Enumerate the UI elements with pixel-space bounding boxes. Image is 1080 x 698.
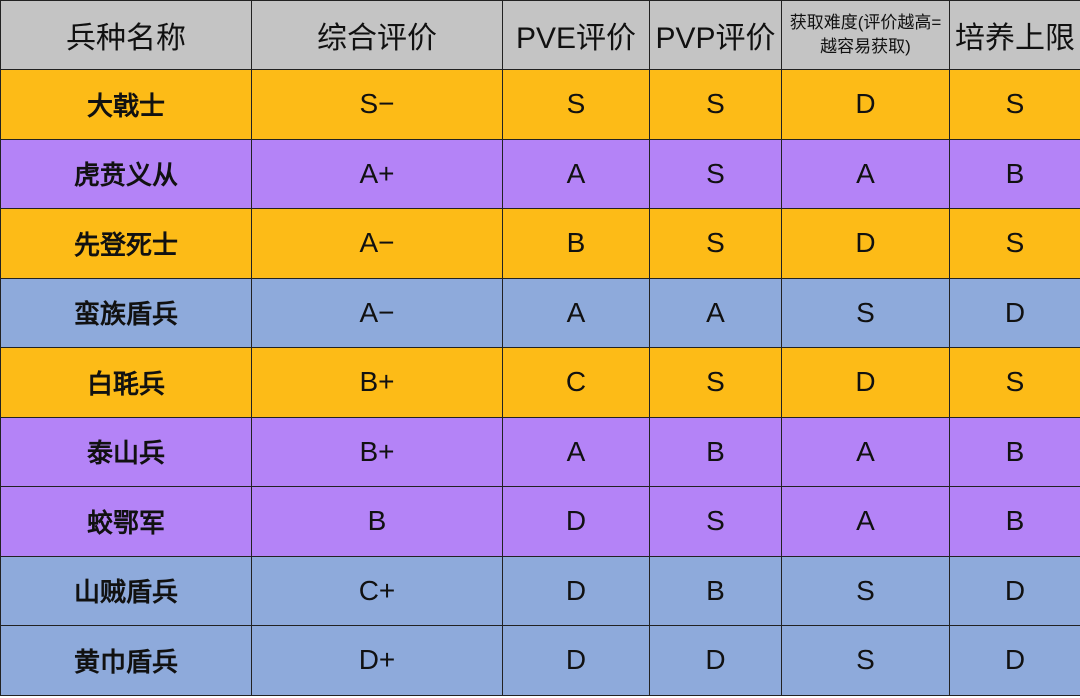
cell-pvp: B [649,416,782,487]
cell-pvp: A [649,277,782,348]
cell-growth-cap: D [949,555,1080,626]
header-row: 兵种名称 综合评价 PVE评价 PVP评价 获取难度(评价越高=越容易获取) 培… [0,0,1080,70]
header-growth-cap: 培养上限 [949,0,1080,70]
table-row: 大戟士 S− S S D S [0,69,1080,140]
cell-unit-name: 先登死士 [0,208,252,279]
cell-unit-name: 黄巾盾兵 [0,625,252,696]
cell-pvp: D [649,625,782,696]
table-row: 泰山兵 B+ A B A B [0,416,1080,487]
cell-difficulty: D [781,208,950,279]
cell-unit-name: 山贼盾兵 [0,555,252,626]
cell-pve: B [502,208,650,279]
table-row: 黄巾盾兵 D+ D D S D [0,625,1080,696]
cell-difficulty: S [781,625,950,696]
cell-pve: A [502,138,650,209]
cell-growth-cap: D [949,625,1080,696]
cell-overall: A− [251,277,503,348]
cell-pve: A [502,416,650,487]
cell-growth-cap: B [949,416,1080,487]
cell-pvp: S [649,208,782,279]
cell-difficulty: S [781,555,950,626]
cell-pve: D [502,486,650,557]
cell-overall: B+ [251,416,503,487]
cell-unit-name: 蛮族盾兵 [0,277,252,348]
cell-growth-cap: S [949,347,1080,418]
cell-pve: D [502,625,650,696]
cell-overall: B [251,486,503,557]
table-row: 先登死士 A− B S D S [0,208,1080,279]
cell-growth-cap: B [949,486,1080,557]
header-unit-name: 兵种名称 [0,0,252,70]
cell-difficulty: D [781,347,950,418]
cell-unit-name: 蛟鄂军 [0,486,252,557]
cell-growth-cap: S [949,69,1080,140]
table-row: 蛟鄂军 B D S A B [0,486,1080,557]
header-pve: PVE评价 [502,0,650,70]
table-row: 虎贲义从 A+ A S A B [0,138,1080,209]
header-overall: 综合评价 [251,0,503,70]
cell-difficulty: D [781,69,950,140]
cell-pvp: B [649,555,782,626]
cell-pve: D [502,555,650,626]
cell-unit-name: 大戟士 [0,69,252,140]
cell-overall: B+ [251,347,503,418]
cell-pve: S [502,69,650,140]
cell-pvp: S [649,138,782,209]
cell-pve: C [502,347,650,418]
cell-pvp: S [649,347,782,418]
table-row: 白毦兵 B+ C S D S [0,347,1080,418]
header-difficulty: 获取难度(评价越高=越容易获取) [781,0,950,70]
cell-pvp: S [649,486,782,557]
cell-overall: A− [251,208,503,279]
cell-unit-name: 泰山兵 [0,416,252,487]
cell-unit-name: 白毦兵 [0,347,252,418]
cell-growth-cap: B [949,138,1080,209]
cell-difficulty: S [781,277,950,348]
cell-difficulty: A [781,416,950,487]
cell-overall: S− [251,69,503,140]
cell-overall: A+ [251,138,503,209]
cell-unit-name: 虎贲义从 [0,138,252,209]
cell-growth-cap: S [949,208,1080,279]
header-pvp: PVP评价 [649,0,782,70]
cell-growth-cap: D [949,277,1080,348]
cell-overall: D+ [251,625,503,696]
cell-pvp: S [649,69,782,140]
cell-overall: C+ [251,555,503,626]
cell-pve: A [502,277,650,348]
table-row: 山贼盾兵 C+ D B S D [0,555,1080,626]
table-row: 蛮族盾兵 A− A A S D [0,277,1080,348]
cell-difficulty: A [781,138,950,209]
cell-difficulty: A [781,486,950,557]
